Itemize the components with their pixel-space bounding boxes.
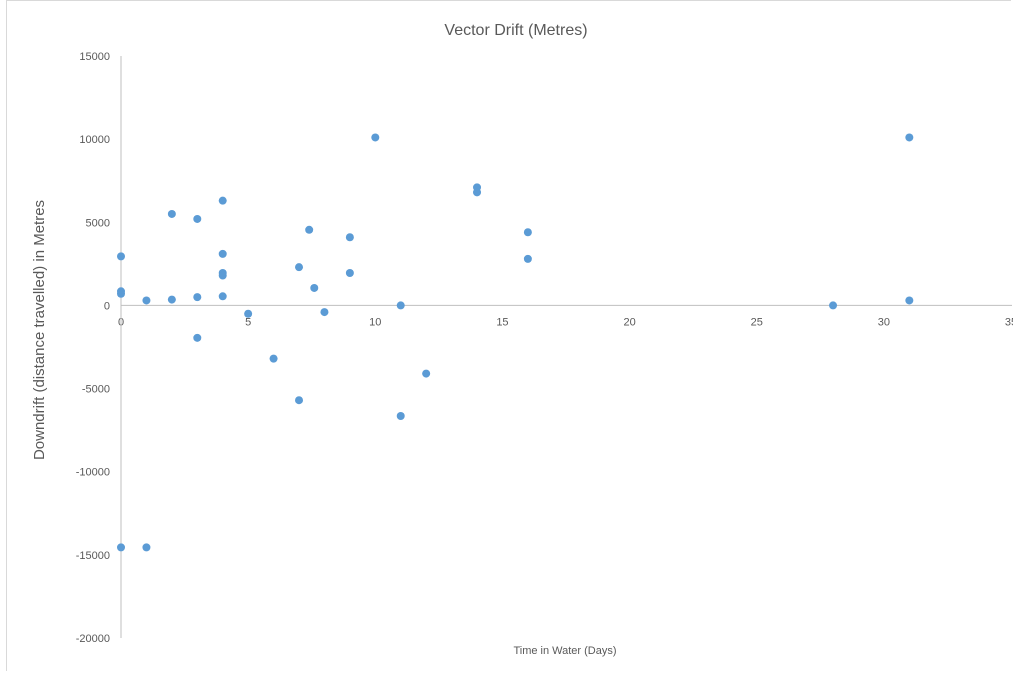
data-point — [345, 269, 354, 278]
x-tick-label: 25 — [751, 316, 763, 328]
data-point — [310, 283, 319, 292]
chart-title: Vector Drift (Metres) — [444, 22, 587, 39]
data-point — [523, 228, 532, 237]
data-point — [305, 225, 314, 234]
data-point — [167, 295, 176, 304]
y-tick-label: -10000 — [76, 467, 110, 479]
data-point — [193, 333, 202, 342]
data-point — [117, 543, 125, 552]
data-point — [117, 252, 125, 261]
data-point — [320, 308, 329, 317]
data-point — [269, 354, 278, 363]
x-tick-label: 15 — [496, 316, 508, 328]
data-point — [396, 412, 405, 421]
data-point — [295, 263, 304, 272]
data-point — [142, 296, 151, 305]
data-point — [117, 289, 125, 298]
data-point — [142, 543, 151, 552]
data-point — [473, 188, 482, 197]
x-axis-ticks: 05101520253035 — [118, 316, 1013, 328]
data-point — [523, 254, 532, 263]
x-tick-label: 10 — [369, 316, 381, 328]
data-point — [829, 301, 838, 310]
data-point — [218, 271, 227, 280]
data-point — [371, 133, 380, 142]
y-axis-title: Downdrift (distance travelled) in Metres — [31, 200, 48, 460]
data-points — [117, 133, 914, 552]
data-point — [396, 301, 405, 310]
x-axis-title: Time in Water (Days) — [513, 645, 616, 657]
x-tick-label: 35 — [1005, 316, 1013, 328]
data-point — [218, 249, 227, 258]
y-tick-label: 10000 — [79, 134, 110, 146]
y-tick-label: 5000 — [86, 217, 110, 229]
y-tick-label: 15000 — [79, 51, 110, 63]
x-tick-label: 30 — [878, 316, 890, 328]
x-tick-label: 20 — [623, 316, 635, 328]
data-point — [905, 133, 914, 142]
data-point — [905, 296, 914, 305]
data-point — [218, 292, 227, 301]
x-tick-label: 5 — [245, 316, 251, 328]
y-tick-label: -5000 — [82, 384, 110, 396]
data-point — [295, 396, 304, 405]
data-point — [193, 214, 202, 223]
data-point — [167, 209, 176, 218]
y-tick-label: -15000 — [76, 550, 110, 562]
data-point — [218, 196, 227, 205]
data-point — [193, 293, 202, 302]
data-point — [345, 233, 354, 242]
data-point — [422, 369, 431, 378]
chart-frame — [6, 0, 1011, 671]
data-point — [244, 309, 253, 318]
y-tick-label: 0 — [104, 300, 110, 312]
y-axis-ticks: 15000 10000 5000 0 -5000 -10000 -15000 -20000 — [76, 51, 110, 645]
y-tick-label: -20000 — [76, 633, 110, 645]
